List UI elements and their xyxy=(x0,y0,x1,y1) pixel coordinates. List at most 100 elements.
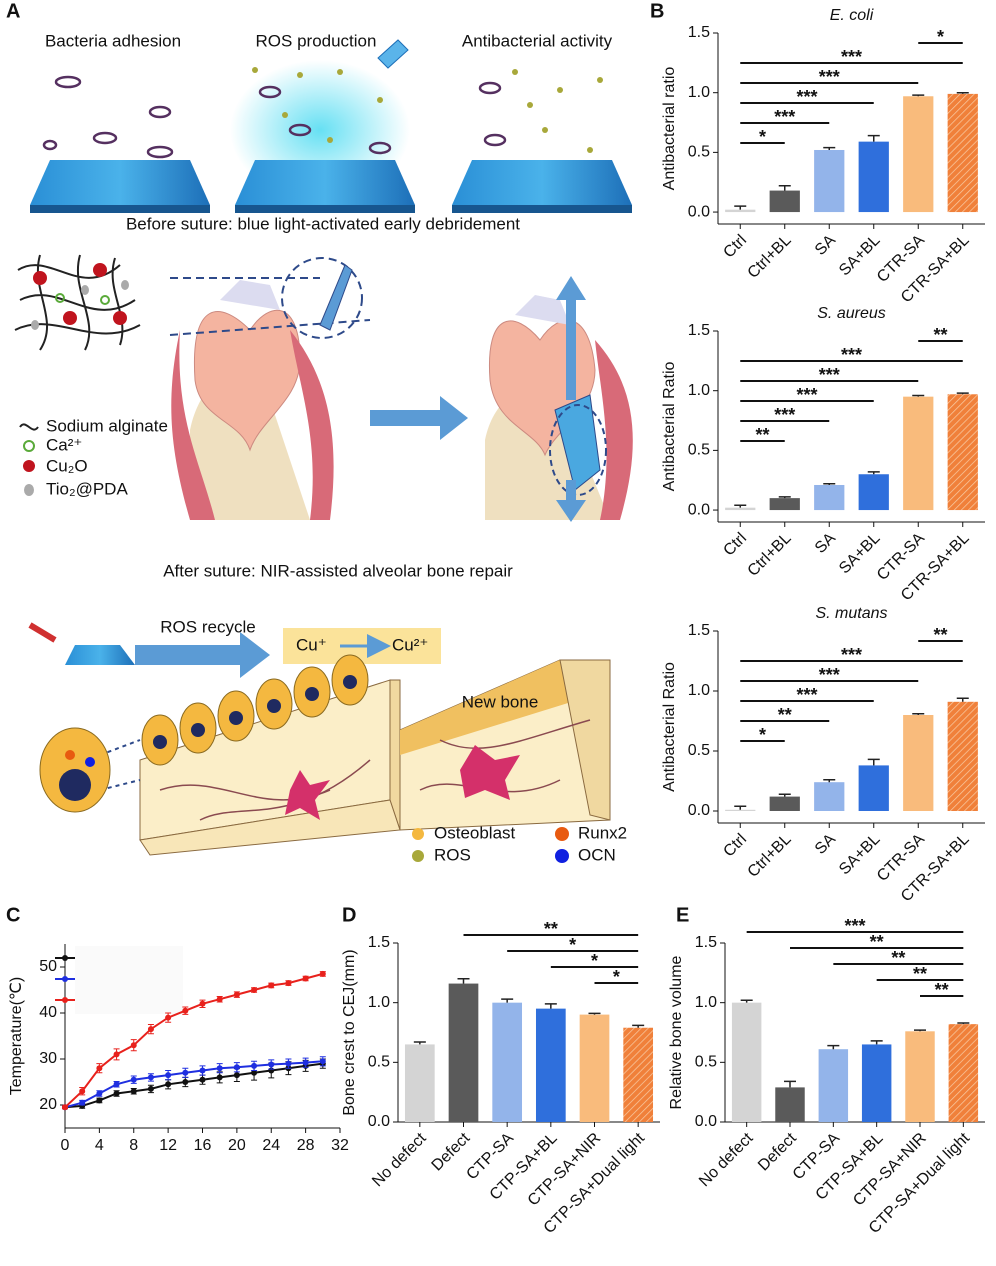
x-tick-label: 32 xyxy=(331,1137,349,1154)
y-tick-label: 0.0 xyxy=(695,1113,717,1130)
point xyxy=(165,1014,172,1021)
error-bar xyxy=(501,998,514,1003)
point xyxy=(216,996,223,1003)
error-bar xyxy=(457,978,470,984)
significance-label: ** xyxy=(870,932,884,952)
legend-icon xyxy=(23,460,35,472)
legend-box xyxy=(75,946,183,1014)
y-tick-label: 1.0 xyxy=(688,84,710,101)
point xyxy=(96,1065,103,1072)
significance-label: ** xyxy=(913,964,927,984)
point xyxy=(165,1081,172,1088)
bar xyxy=(858,141,889,213)
y-tick-label: 1.0 xyxy=(368,994,390,1011)
point xyxy=(147,1074,154,1081)
bar xyxy=(861,1044,892,1122)
significance-label: *** xyxy=(841,345,862,365)
legend-icon xyxy=(412,828,424,840)
light-emitter xyxy=(377,39,409,69)
bar xyxy=(769,498,800,511)
error-bar xyxy=(956,91,969,94)
significance-label: ** xyxy=(933,325,947,345)
error-bar xyxy=(956,392,969,395)
point xyxy=(113,1051,120,1058)
point xyxy=(302,975,309,982)
legend-marker xyxy=(62,976,68,982)
point xyxy=(130,1088,137,1095)
x-tick-label: 12 xyxy=(159,1137,177,1154)
point xyxy=(147,1085,154,1092)
y-tick-label: 0.0 xyxy=(368,1113,390,1130)
slabs xyxy=(30,160,632,213)
point xyxy=(319,970,326,977)
bar xyxy=(905,1031,935,1122)
significance-label: * xyxy=(759,725,766,745)
bar xyxy=(903,396,934,511)
copper-label: Cu²⁺ xyxy=(392,635,428,654)
point xyxy=(165,1072,172,1079)
y-tick-label: 1.0 xyxy=(688,682,710,699)
significance-label: ** xyxy=(778,705,792,725)
point xyxy=(251,987,258,993)
legend-label: Cu₂O xyxy=(46,456,88,475)
point xyxy=(216,1065,223,1072)
caption: After suture: NIR-assisted alveolar bone… xyxy=(163,561,513,580)
line xyxy=(64,972,324,1109)
nucleus xyxy=(59,769,91,801)
bar xyxy=(448,983,479,1122)
bar xyxy=(725,809,756,811)
bar xyxy=(903,715,934,811)
bar xyxy=(814,484,845,511)
point xyxy=(182,1069,189,1076)
x-tick-label: Ctrl+BL xyxy=(745,232,795,282)
significance-label: *** xyxy=(841,645,862,665)
legend-marker xyxy=(62,955,68,961)
y-tick-label: 0.0 xyxy=(688,802,710,819)
error-bar xyxy=(870,1040,883,1045)
point xyxy=(268,1061,275,1068)
bar xyxy=(858,474,889,511)
error-bar xyxy=(784,1080,796,1088)
point xyxy=(285,1060,292,1067)
bar xyxy=(769,190,800,213)
legend-label: Ca²⁺ xyxy=(46,435,82,454)
diagram: Bacteria adhesion ROS production Antibac… xyxy=(14,31,633,864)
ocn xyxy=(85,757,95,767)
runx2 xyxy=(65,750,75,760)
x-tick-label: Ctrl xyxy=(720,232,750,262)
point xyxy=(268,982,275,989)
y-axis-label: Relative bone volume xyxy=(668,955,685,1109)
x-tick-label: Ctrl xyxy=(720,831,750,861)
significance-label: *** xyxy=(796,87,817,107)
point xyxy=(182,1007,189,1014)
y-axis-label: Bone crest to CEJ(mm) xyxy=(341,949,358,1115)
step-label: Bacteria adhesion xyxy=(45,31,181,50)
error-bar xyxy=(734,504,747,508)
error-bar xyxy=(778,496,791,499)
x-tick-label: 4 xyxy=(95,1137,104,1154)
point xyxy=(113,1090,120,1097)
point xyxy=(233,1064,240,1071)
step-label: ROS production xyxy=(256,31,377,50)
bar xyxy=(404,1044,435,1122)
y-tick-label: 0.5 xyxy=(688,742,710,759)
error-bar xyxy=(914,1029,926,1032)
error-bar xyxy=(588,1012,601,1015)
error-bar xyxy=(867,134,880,142)
y-tick-label: 0.5 xyxy=(695,1054,717,1071)
bar xyxy=(947,93,978,213)
error-bar xyxy=(867,471,880,475)
chart-title: S. mutans xyxy=(815,605,887,622)
legend-label: Sodium alginate xyxy=(46,416,168,435)
error-bar xyxy=(413,1041,426,1045)
significance-label: *** xyxy=(844,916,865,936)
arrow xyxy=(370,396,468,440)
significance-label: * xyxy=(613,967,620,987)
line xyxy=(64,1060,323,1109)
point xyxy=(199,1076,206,1083)
y-tick-label: 20 xyxy=(39,1096,57,1113)
error-bar xyxy=(740,999,753,1003)
significance-label: *** xyxy=(774,107,795,127)
step-label: Antibacterial activity xyxy=(462,31,613,50)
x-tick-label: 28 xyxy=(297,1137,315,1154)
